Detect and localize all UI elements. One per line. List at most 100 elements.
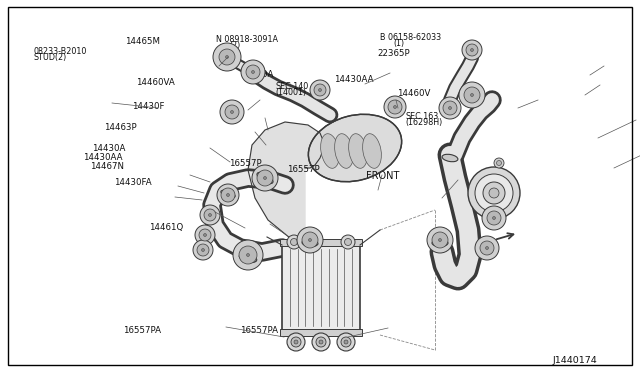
Text: 14460VA: 14460VA — [136, 78, 175, 87]
Ellipse shape — [252, 71, 255, 74]
Ellipse shape — [443, 101, 457, 115]
Ellipse shape — [221, 190, 235, 198]
Ellipse shape — [264, 176, 266, 180]
Text: 14461Q: 14461Q — [149, 223, 184, 232]
Ellipse shape — [384, 96, 406, 118]
Text: 14430F: 14430F — [132, 102, 165, 110]
Ellipse shape — [219, 49, 235, 65]
Ellipse shape — [221, 188, 235, 202]
Text: FRONT: FRONT — [366, 171, 399, 180]
Ellipse shape — [287, 333, 305, 351]
Ellipse shape — [468, 167, 520, 219]
Ellipse shape — [464, 87, 480, 103]
Ellipse shape — [497, 160, 502, 166]
Text: (16298H): (16298H) — [405, 118, 442, 127]
Text: 14467N: 14467N — [90, 162, 124, 171]
Ellipse shape — [257, 170, 273, 186]
Ellipse shape — [302, 240, 318, 247]
Ellipse shape — [449, 106, 451, 109]
Ellipse shape — [202, 248, 205, 251]
Ellipse shape — [487, 211, 501, 225]
Text: 14430A: 14430A — [92, 144, 125, 153]
Ellipse shape — [475, 174, 513, 212]
Ellipse shape — [239, 253, 257, 263]
Ellipse shape — [314, 84, 326, 96]
Ellipse shape — [439, 97, 461, 119]
Ellipse shape — [337, 333, 355, 351]
Polygon shape — [248, 122, 325, 248]
Text: 22365P: 22365P — [378, 49, 410, 58]
Ellipse shape — [319, 89, 321, 92]
Ellipse shape — [233, 240, 263, 270]
Text: 08233-B2010: 08233-B2010 — [33, 47, 86, 56]
Bar — [280, 329, 362, 336]
Ellipse shape — [438, 238, 442, 241]
Text: SEC.140: SEC.140 — [275, 82, 308, 91]
Ellipse shape — [291, 337, 301, 347]
Ellipse shape — [217, 184, 239, 206]
Text: STUD(2): STUD(2) — [33, 53, 67, 62]
Ellipse shape — [459, 82, 485, 108]
Ellipse shape — [294, 340, 298, 344]
Text: 14465M: 14465M — [125, 37, 160, 46]
Text: N 08918-3091A: N 08918-3091A — [216, 35, 278, 44]
Ellipse shape — [200, 205, 220, 225]
Ellipse shape — [195, 225, 215, 245]
Text: 16557PA: 16557PA — [240, 326, 278, 335]
Ellipse shape — [394, 106, 397, 109]
Text: (2): (2) — [229, 41, 241, 50]
Ellipse shape — [308, 114, 402, 182]
Ellipse shape — [494, 158, 504, 168]
Ellipse shape — [344, 238, 351, 246]
Ellipse shape — [204, 209, 216, 221]
Ellipse shape — [470, 93, 474, 96]
Ellipse shape — [291, 238, 298, 246]
Ellipse shape — [199, 229, 211, 241]
Ellipse shape — [335, 134, 353, 168]
Ellipse shape — [316, 337, 326, 347]
Text: SEC.163: SEC.163 — [405, 112, 438, 121]
Ellipse shape — [230, 110, 234, 113]
Ellipse shape — [470, 48, 474, 51]
Ellipse shape — [310, 80, 330, 100]
Text: 14460V: 14460V — [397, 89, 430, 98]
Ellipse shape — [257, 172, 273, 184]
Ellipse shape — [341, 337, 351, 347]
Text: 16557PA: 16557PA — [123, 326, 161, 335]
Text: (14001): (14001) — [275, 88, 307, 97]
Ellipse shape — [246, 65, 260, 79]
Ellipse shape — [225, 55, 228, 58]
Ellipse shape — [486, 247, 488, 250]
Ellipse shape — [246, 253, 250, 257]
Ellipse shape — [321, 134, 339, 168]
Ellipse shape — [482, 206, 506, 230]
Ellipse shape — [297, 227, 323, 253]
Ellipse shape — [213, 43, 241, 71]
Ellipse shape — [341, 235, 355, 249]
Ellipse shape — [312, 333, 330, 351]
Ellipse shape — [475, 236, 499, 260]
Text: 16557P: 16557P — [287, 165, 319, 174]
Ellipse shape — [252, 165, 278, 191]
Ellipse shape — [220, 100, 244, 124]
Ellipse shape — [442, 154, 458, 162]
Ellipse shape — [308, 238, 312, 241]
Text: J1440174: J1440174 — [552, 356, 597, 365]
Ellipse shape — [197, 244, 209, 256]
Text: 14430FA: 14430FA — [114, 178, 152, 187]
Ellipse shape — [363, 134, 381, 168]
Ellipse shape — [493, 217, 495, 219]
Text: 14430AA: 14430AA — [83, 153, 123, 162]
Ellipse shape — [193, 240, 213, 260]
Ellipse shape — [483, 182, 505, 204]
Text: (1): (1) — [393, 39, 404, 48]
Ellipse shape — [204, 234, 207, 237]
Text: 14463P: 14463P — [104, 123, 137, 132]
Text: B 06158-62033: B 06158-62033 — [380, 33, 441, 42]
Ellipse shape — [427, 227, 453, 253]
Ellipse shape — [432, 240, 448, 247]
Ellipse shape — [349, 134, 367, 168]
Bar — [280, 239, 362, 246]
Ellipse shape — [239, 246, 257, 264]
Ellipse shape — [466, 44, 478, 56]
